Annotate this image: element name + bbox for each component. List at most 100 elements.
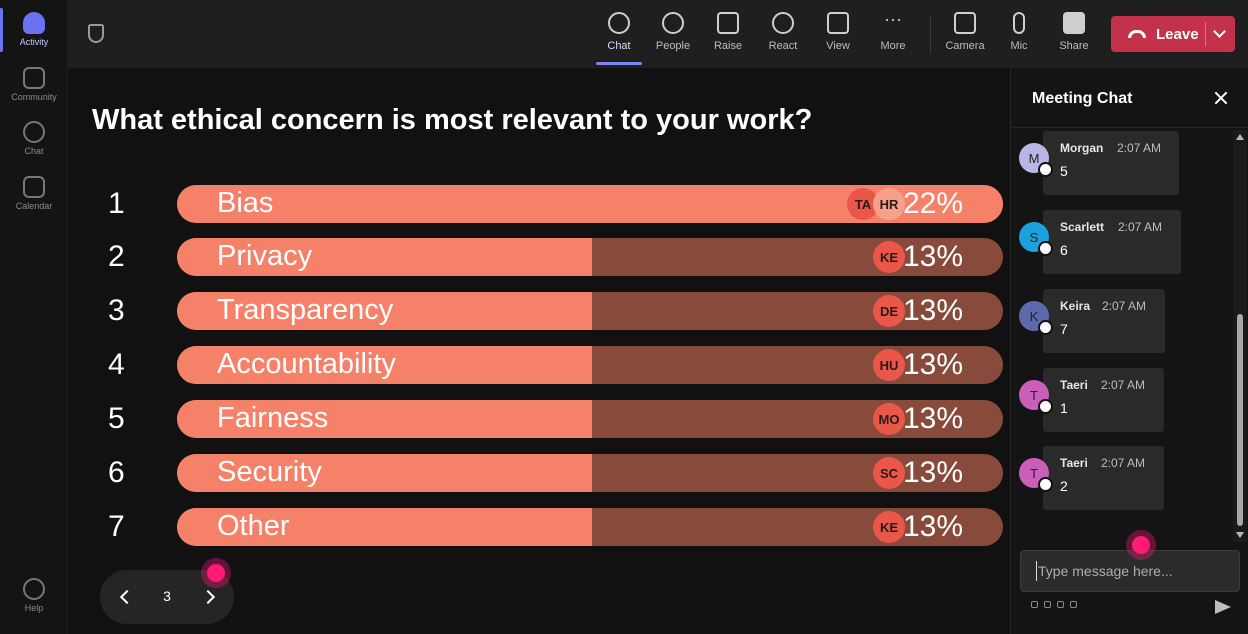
poll-option-row: 6 Security SC 13% xyxy=(68,454,1010,492)
message-text: 7 xyxy=(1060,321,1068,337)
poll-option-row: 5 Fairness MO 13% xyxy=(68,400,1010,438)
result-bar-fill xyxy=(177,292,592,330)
format-icon[interactable] xyxy=(1031,601,1038,608)
chevron-right-icon[interactable] xyxy=(200,589,216,605)
avatar[interactable]: K xyxy=(1019,301,1053,335)
toolbar-label: More xyxy=(880,40,906,52)
close-icon[interactable] xyxy=(1211,88,1231,108)
send-icon[interactable] xyxy=(1215,600,1231,614)
result-bar-fill xyxy=(177,454,592,492)
option-number: 2 xyxy=(108,240,125,273)
toolbar-camera-button[interactable]: Camera xyxy=(940,12,990,52)
share-screen-icon xyxy=(1063,12,1085,34)
chat-message[interactable]: K Keira 2:07 AM 7 xyxy=(1019,289,1165,353)
toolbar-label: Mic xyxy=(1010,40,1028,52)
toolbar-chat-button[interactable]: Chat xyxy=(594,12,644,52)
option-label: Fairness xyxy=(217,402,329,434)
option-percentage: 13% xyxy=(902,456,963,489)
rail-item-label: Help xyxy=(24,603,44,613)
chevron-left-icon[interactable] xyxy=(119,589,135,605)
toolbar-raise-button[interactable]: Raise xyxy=(703,12,753,52)
option-label: Other xyxy=(217,510,290,542)
toolbar-label: Share xyxy=(1059,40,1089,52)
result-bar: Other KE 13% xyxy=(177,508,1003,546)
meeting-toolbar: Chat People Raise React View ··· More Ca… xyxy=(68,0,1248,68)
toolbar-label: People xyxy=(655,40,691,52)
scroll-thumb[interactable] xyxy=(1237,314,1243,526)
toolbar-people-button[interactable]: People xyxy=(648,12,698,52)
rail-item-label: Community xyxy=(11,92,57,102)
pointer-highlight xyxy=(1126,530,1156,560)
result-bar-fill xyxy=(177,508,592,546)
rail-item-help[interactable]: Help xyxy=(0,578,68,613)
sender-name: Morgan xyxy=(1060,141,1104,155)
avatar[interactable]: M xyxy=(1019,143,1053,177)
poll-option-row: 2 Privacy KE 13% xyxy=(68,238,1010,276)
message-input[interactable] xyxy=(1036,561,1232,581)
chat-message[interactable]: M Morgan 2:07 AM 5 xyxy=(1019,131,1179,195)
voter-avatar: MO xyxy=(873,403,905,435)
chat-compose-box[interactable] xyxy=(1020,550,1240,592)
app-rail: Activity Community Chat Calendar Help xyxy=(0,0,68,634)
gif-icon[interactable] xyxy=(1070,601,1077,608)
message-time: 2:07 AM xyxy=(1101,378,1146,392)
poll-option-row: 4 Accountability HU 13% xyxy=(68,346,1010,384)
toolbar-share-button[interactable]: Share xyxy=(1049,12,1099,52)
chat-title: Meeting Chat xyxy=(1032,90,1133,107)
leave-label: Leave xyxy=(1156,25,1199,43)
rail-item-label: Activity xyxy=(19,37,49,47)
message-text: 5 xyxy=(1060,163,1068,179)
grid-icon xyxy=(827,12,849,34)
toolbar-view-button[interactable]: View xyxy=(813,12,863,52)
option-percentage: 13% xyxy=(902,402,963,435)
option-percentage: 13% xyxy=(902,348,963,381)
chat-message[interactable]: T Taeri 2:07 AM 1 xyxy=(1019,368,1164,432)
shield-icon[interactable] xyxy=(88,24,104,43)
message-text: 2 xyxy=(1060,478,1068,494)
chevron-down-icon[interactable] xyxy=(1213,25,1226,38)
sender-name: Keira xyxy=(1060,299,1091,313)
option-number: 7 xyxy=(108,510,125,543)
rail-item-community[interactable]: Community xyxy=(0,67,68,102)
option-percentage: 13% xyxy=(902,510,963,543)
phone-hangup-icon xyxy=(1128,30,1146,38)
camera-off-icon xyxy=(954,12,976,34)
result-bar-fill xyxy=(177,238,592,276)
ellipsis-icon: ··· xyxy=(884,9,902,29)
result-bar: Privacy KE 13% xyxy=(177,238,1003,276)
attach-icon[interactable] xyxy=(1044,601,1051,608)
avatar[interactable]: S xyxy=(1019,222,1053,256)
option-number: 5 xyxy=(108,402,125,435)
leave-button[interactable]: Leave xyxy=(1111,16,1235,52)
avatar[interactable]: T xyxy=(1019,458,1053,492)
toolbar-label: Chat xyxy=(607,40,631,52)
toolbar-react-button[interactable]: React xyxy=(758,12,808,52)
emoji-icon[interactable] xyxy=(1057,601,1064,608)
meeting-chat-panel: Meeting Chat M Morgan 2:07 AM 5 S Scarlett 2:0… xyxy=(1010,68,1248,634)
scroll-up-icon[interactable] xyxy=(1236,134,1244,140)
rail-item-calendar[interactable]: Calendar xyxy=(0,176,68,211)
rail-item-chat[interactable]: Chat xyxy=(0,121,68,156)
voter-avatar: KE xyxy=(873,241,905,273)
chat-icon xyxy=(23,121,45,143)
option-label: Transparency xyxy=(217,294,394,326)
avatar[interactable]: T xyxy=(1019,380,1053,414)
rail-item-activity[interactable]: Activity xyxy=(0,12,68,47)
poll-option-row: 7 Other KE 13% xyxy=(68,508,1010,546)
option-number: 6 xyxy=(108,456,125,489)
help-icon xyxy=(23,578,45,600)
scroll-down-icon[interactable] xyxy=(1236,532,1244,538)
chat-scrollbar[interactable] xyxy=(1233,130,1247,542)
message-time: 2:07 AM xyxy=(1102,299,1147,313)
chat-message[interactable]: T Taeri 2:07 AM 2 xyxy=(1019,446,1164,510)
chat-message[interactable]: S Scarlett 2:07 AM 6 xyxy=(1019,210,1181,274)
result-bar: Bias TA HR 22% xyxy=(177,185,1003,223)
toolbar-label: Raise xyxy=(713,40,743,52)
message-time: 2:07 AM xyxy=(1101,456,1146,470)
result-bar: Fairness MO 13% xyxy=(177,400,1003,438)
page-number: 3 xyxy=(163,588,171,604)
poll-stage: What ethical concern is most relevant to… xyxy=(68,68,1010,634)
toolbar-label: React xyxy=(768,40,798,52)
toolbar-mic-button[interactable]: Mic xyxy=(994,12,1044,52)
toolbar-more-button[interactable]: ··· More xyxy=(868,9,918,52)
